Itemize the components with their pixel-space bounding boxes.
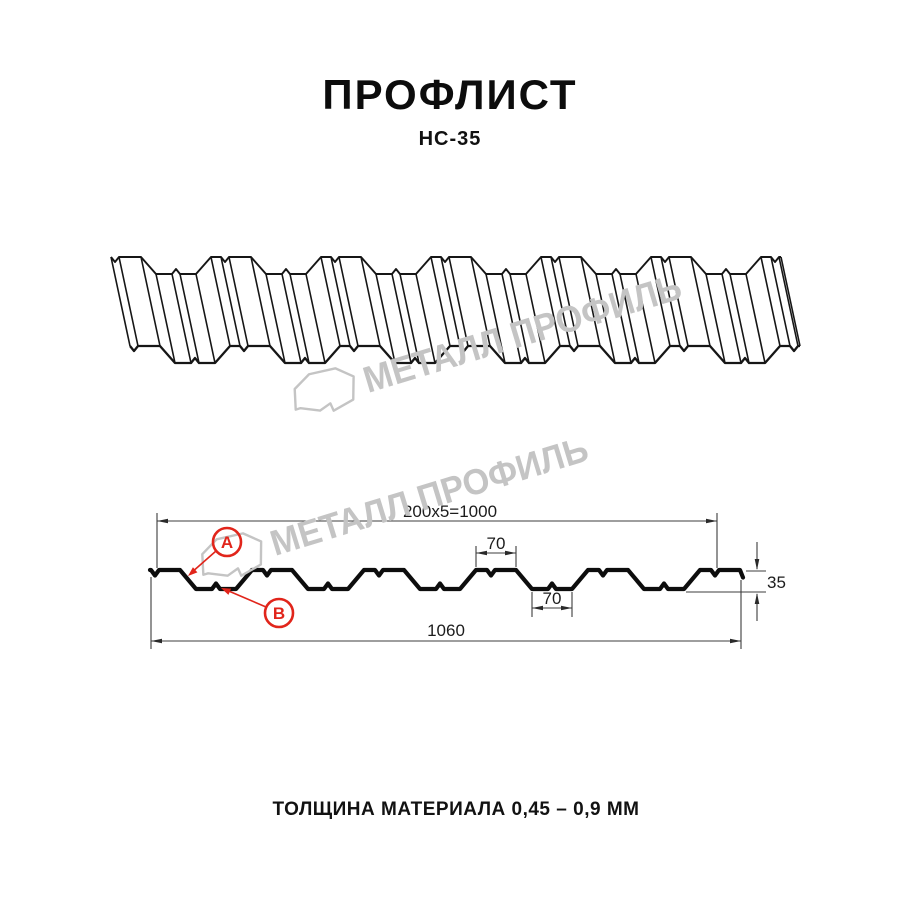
arrowhead-icon bbox=[221, 588, 232, 595]
sheet-3d-drawing bbox=[110, 256, 801, 365]
sheet-rib-lines bbox=[110, 256, 801, 364]
arrowhead-icon bbox=[532, 605, 543, 611]
arrowhead-icon bbox=[505, 550, 516, 556]
arrowhead-icon bbox=[151, 638, 162, 644]
cross-section-diagram: 200x5=1000 1060 70 70 bbox=[147, 502, 786, 649]
arrowhead-icon bbox=[157, 518, 168, 524]
page-title: ПРОФЛИСТ bbox=[322, 71, 578, 118]
dim-crest-label: 70 bbox=[487, 534, 506, 553]
dimension-lines: 200x5=1000 1060 70 70 bbox=[150, 502, 786, 649]
dimension-arrowheads bbox=[151, 518, 760, 644]
callout-annotations: A B bbox=[188, 526, 295, 629]
callout-arrowheads bbox=[188, 567, 232, 595]
callout-a-label: A bbox=[221, 533, 233, 552]
metall-profil-logo-icon bbox=[201, 532, 263, 577]
dim-overall-label: 1060 bbox=[427, 621, 465, 640]
callout-a-arrow bbox=[190, 550, 217, 574]
callout-b-label: B bbox=[273, 604, 285, 623]
watermark-text: МЕТАЛЛ ПРОФИЛЬ bbox=[358, 266, 686, 401]
callout-b-arrow bbox=[223, 588, 267, 608]
arrowhead-icon bbox=[754, 559, 760, 570]
metall-profil-logo-icon bbox=[293, 367, 355, 412]
watermark-text: МЕТАЛЛ ПРОФИЛЬ bbox=[265, 428, 593, 564]
dim-coverage-label: 200x5=1000 bbox=[403, 502, 497, 521]
dim-height-label: 35 bbox=[767, 573, 786, 592]
sheet-near-edge bbox=[129, 344, 800, 365]
arrowhead-icon bbox=[561, 605, 572, 611]
watermark-cross-section: МЕТАЛЛ ПРОФИЛЬ bbox=[201, 428, 593, 577]
callout-a-circle bbox=[211, 526, 243, 558]
page-subtitle: НС-35 bbox=[418, 128, 482, 150]
profile-outline bbox=[147, 567, 746, 592]
thickness-caption: ТОЛЩИНА МАТЕРИАЛА 0,45 – 0,9 ММ bbox=[272, 799, 640, 820]
sheet-far-edge bbox=[110, 256, 781, 275]
callout-b-circle bbox=[263, 597, 295, 629]
arrowhead-icon bbox=[706, 518, 717, 524]
arrowhead-icon bbox=[476, 550, 487, 556]
dim-trough-label: 70 bbox=[543, 589, 562, 608]
arrowhead-icon bbox=[188, 567, 198, 576]
arrowhead-icon bbox=[730, 638, 741, 644]
arrowhead-icon bbox=[754, 593, 760, 604]
